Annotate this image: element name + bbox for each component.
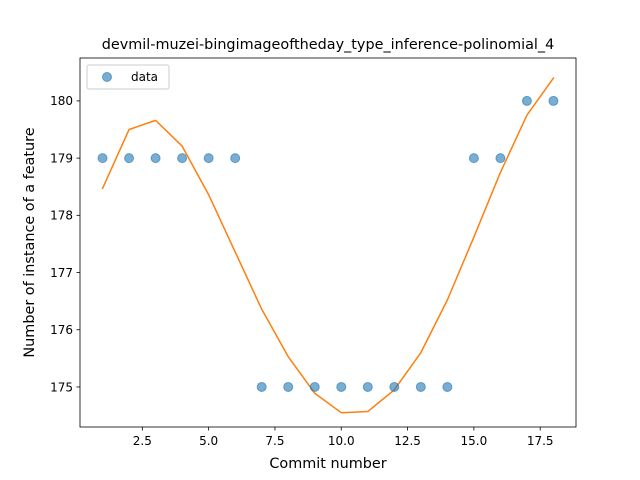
data-point bbox=[415, 381, 426, 392]
x-axis-label: Commit number bbox=[269, 456, 386, 472]
axes-frame bbox=[79, 57, 577, 428]
y-axis-label: Number of instance of a feature bbox=[22, 127, 38, 357]
x-tick-label: 2.5 bbox=[133, 434, 152, 448]
legend: data bbox=[86, 64, 170, 90]
x-tick-label: 17.5 bbox=[527, 434, 554, 448]
x-tick-label: 15.0 bbox=[461, 434, 488, 448]
data-point bbox=[97, 153, 108, 164]
data-point bbox=[309, 381, 320, 392]
data-point bbox=[124, 153, 135, 164]
data-point bbox=[283, 381, 294, 392]
chart-title: devmil-muzei-bingimageoftheday_type_infe… bbox=[102, 37, 555, 53]
data-point bbox=[177, 153, 188, 164]
data-point bbox=[230, 153, 241, 164]
legend-box bbox=[86, 64, 170, 90]
y-tick-label: 180 bbox=[50, 94, 73, 108]
data-point bbox=[548, 95, 559, 106]
data-point bbox=[256, 381, 267, 392]
x-tick-label: 7.5 bbox=[265, 434, 284, 448]
data-point bbox=[336, 381, 347, 392]
y-tick-label: 179 bbox=[50, 151, 73, 165]
x-tick-label: 12.5 bbox=[394, 434, 421, 448]
legend-marker-data bbox=[102, 72, 112, 82]
data-point bbox=[362, 381, 373, 392]
x-tick-label: 10.0 bbox=[328, 434, 355, 448]
data-point bbox=[203, 153, 214, 164]
data-point bbox=[150, 153, 161, 164]
y-tick-label: 176 bbox=[50, 323, 73, 337]
data-point bbox=[468, 153, 479, 164]
data-point bbox=[442, 381, 453, 392]
data-point bbox=[495, 153, 506, 164]
plot-area bbox=[97, 76, 559, 414]
data-point bbox=[389, 381, 400, 392]
legend-label-data: data bbox=[131, 70, 158, 84]
y-axis: 175 176 177 178 179 180 bbox=[50, 94, 80, 394]
y-tick-label: 177 bbox=[50, 266, 73, 280]
x-tick-label: 5.0 bbox=[199, 434, 218, 448]
fit-line bbox=[101, 76, 555, 414]
data-point bbox=[521, 95, 532, 106]
x-axis: 2.5 5.0 7.5 10.0 12.5 15.0 17.5 bbox=[133, 427, 554, 448]
y-tick-label: 178 bbox=[50, 209, 73, 223]
y-tick-label: 175 bbox=[50, 380, 73, 394]
